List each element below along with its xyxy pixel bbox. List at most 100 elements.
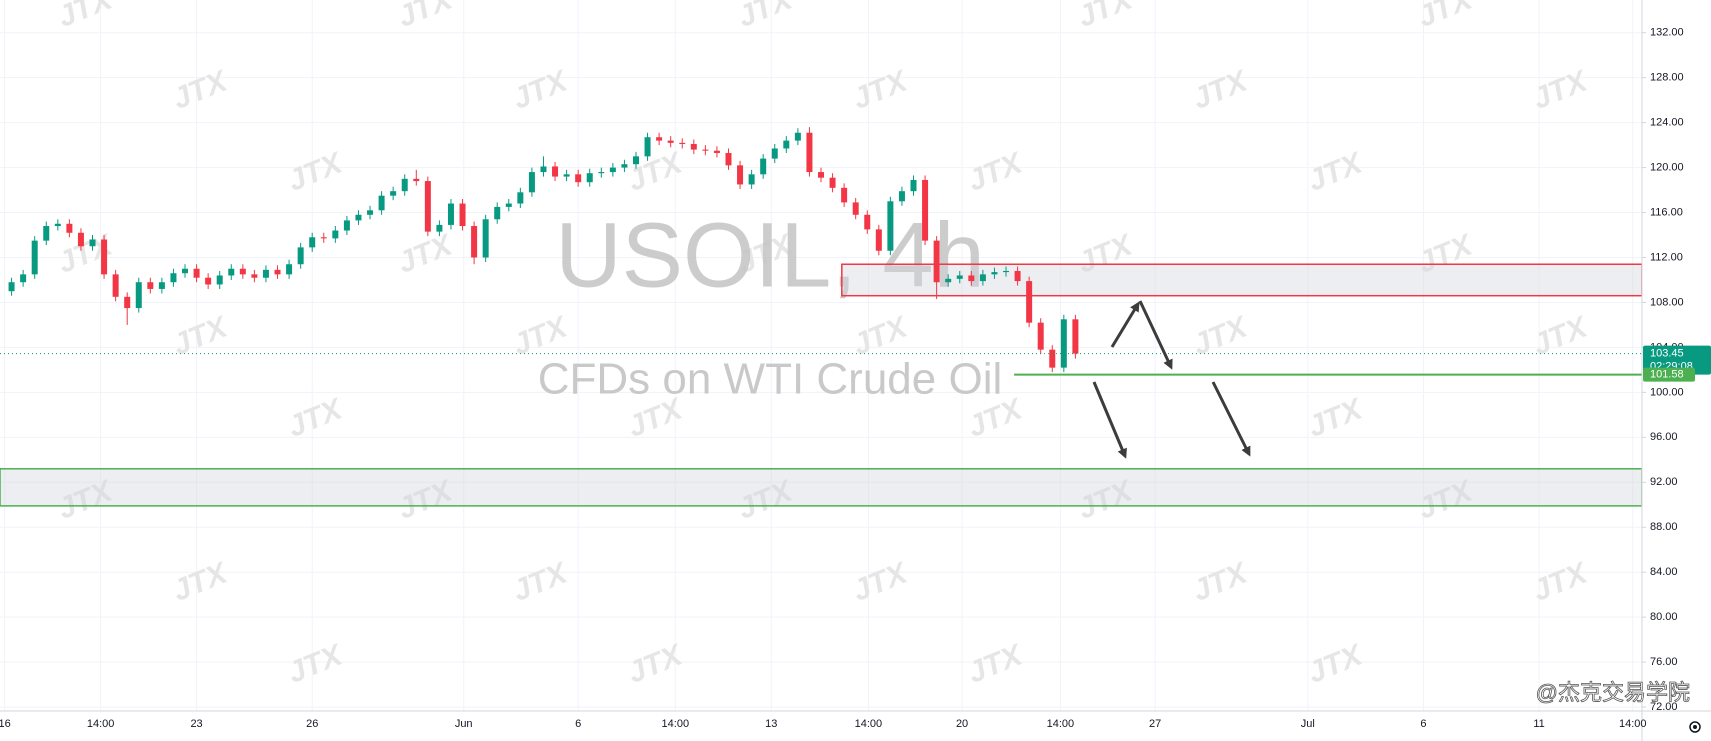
candle-body xyxy=(737,165,744,185)
candle-body xyxy=(390,191,397,196)
candle-body xyxy=(690,143,697,150)
candle-body xyxy=(702,149,709,151)
candle-body xyxy=(979,274,986,282)
candle-body xyxy=(158,282,165,289)
candle-body xyxy=(771,148,778,159)
candle-body xyxy=(910,179,917,192)
jtx-watermark: JTX xyxy=(1303,638,1368,690)
jtx-watermark: JTX xyxy=(1188,64,1253,116)
description-watermark: CFDs on WTI Crude Oil xyxy=(538,355,1003,404)
candle-body xyxy=(991,272,998,275)
zone xyxy=(841,263,1643,297)
x-tick-label: 14:00 xyxy=(1047,718,1075,730)
candle-body xyxy=(66,223,73,233)
candle-body xyxy=(193,268,200,278)
candle-body xyxy=(77,232,84,247)
y-tick-label: 72.00 xyxy=(1650,701,1678,713)
y-tick-label: 76.00 xyxy=(1650,656,1678,668)
jtx-watermark: JTX xyxy=(623,638,688,690)
candle-body xyxy=(609,167,616,173)
candle-body xyxy=(1026,281,1033,323)
watermarks: JTX JTX JTX JTX JTX JTX JTX JTX JTX JTX JTX JTX JTX J… xyxy=(53,0,1708,690)
candle-body xyxy=(887,201,894,251)
x-tick-label: 20 xyxy=(956,718,968,730)
candle-body xyxy=(309,237,316,248)
candle-body xyxy=(586,173,593,183)
x-tick-label: 6 xyxy=(575,718,581,730)
candle-body xyxy=(783,140,790,149)
candle-body xyxy=(644,137,651,157)
y-tick-label: 112.00 xyxy=(1650,251,1683,263)
jtx-watermark: JTX xyxy=(1303,392,1368,444)
candle-body xyxy=(320,237,327,239)
candles xyxy=(0,127,1642,373)
candle-body xyxy=(401,178,408,192)
candle-body xyxy=(922,179,929,241)
jtx-watermark: JTX xyxy=(963,146,1028,198)
candle-body xyxy=(413,178,420,182)
candle-body xyxy=(1060,319,1067,368)
candle-body xyxy=(274,269,281,275)
candle-body xyxy=(367,210,374,215)
zone xyxy=(0,468,1643,507)
candle-body xyxy=(147,282,154,289)
candle-body xyxy=(864,214,871,230)
jtx-watermark: JTX xyxy=(848,64,913,116)
jtx-watermark: JTX xyxy=(848,556,913,608)
jtx-watermark: JTX xyxy=(393,228,458,280)
candle-body xyxy=(43,226,50,241)
candle-body xyxy=(898,191,905,202)
candle-body xyxy=(101,239,108,275)
jtx-watermark: JTX xyxy=(1073,0,1138,34)
candle-body xyxy=(794,132,801,141)
candle-body xyxy=(968,275,975,282)
x-tick-label: 26 xyxy=(306,718,318,730)
candle-body xyxy=(1003,270,1010,273)
candle-body xyxy=(124,296,131,309)
candle-body xyxy=(297,247,304,265)
y-tick-label: 92.00 xyxy=(1650,476,1678,488)
candle-body xyxy=(54,223,61,227)
y-tick-label: 88.00 xyxy=(1650,521,1678,533)
symbol-watermark: USOIL, 4h xyxy=(555,204,985,306)
axes: 72.00 76.00 80.00 84.00 88.00 92.00 96.00 100.0… xyxy=(0,27,1711,730)
y-tick-label: 84.00 xyxy=(1650,566,1678,578)
candle-body xyxy=(262,269,269,278)
candle-body xyxy=(552,166,559,177)
jtx-watermark: JTX xyxy=(733,0,798,34)
candle-body xyxy=(436,224,443,232)
jtx-watermark: JTX xyxy=(623,146,688,198)
y-tick-label: 120.00 xyxy=(1650,161,1684,173)
x-tick-label: Jul xyxy=(1301,718,1315,730)
candle-body xyxy=(205,277,212,285)
candle-body xyxy=(447,203,454,225)
candle-body xyxy=(343,220,350,231)
candle-body xyxy=(239,268,246,275)
candle-body xyxy=(679,142,686,144)
level-box xyxy=(1643,367,1695,382)
candle-body xyxy=(621,164,628,168)
candle-body xyxy=(8,282,15,292)
candle-body xyxy=(286,264,293,275)
jtx-watermark: JTX xyxy=(1188,556,1253,608)
settings-icon[interactable] xyxy=(1689,721,1701,733)
arrow xyxy=(1138,300,1173,370)
candle-body xyxy=(818,172,824,178)
candle-body xyxy=(216,275,223,285)
x-tick-label: 14:00 xyxy=(1619,718,1647,730)
candle-body xyxy=(135,282,142,309)
candle-body xyxy=(667,140,674,143)
candle-body xyxy=(378,195,385,211)
jtx-watermark: JTX xyxy=(283,638,348,690)
candle-body xyxy=(1072,319,1079,354)
candle-body xyxy=(945,278,952,283)
jtx-watermark: JTX xyxy=(168,64,233,116)
candle-body xyxy=(251,274,258,278)
candle-body xyxy=(806,132,813,173)
candle-body xyxy=(875,229,882,251)
jtx-watermark: JTX xyxy=(53,0,118,34)
x-tick-label: 6 xyxy=(1420,718,1426,730)
candle-body xyxy=(748,174,755,185)
